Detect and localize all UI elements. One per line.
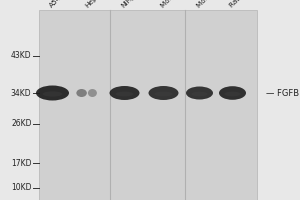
Text: Mouse kidney: Mouse kidney (159, 0, 199, 9)
Text: 26KD: 26KD (11, 119, 32, 129)
Text: A549: A549 (48, 0, 66, 9)
Text: 17KD: 17KD (11, 158, 32, 168)
Text: Mouse lung: Mouse lung (195, 0, 229, 9)
Ellipse shape (43, 91, 62, 97)
Ellipse shape (186, 86, 213, 99)
Text: 10KD: 10KD (11, 184, 32, 192)
Text: 34KD: 34KD (11, 88, 32, 98)
Text: 43KD: 43KD (11, 51, 32, 60)
Ellipse shape (116, 92, 134, 96)
Text: — FGFBP1: — FGFBP1 (266, 88, 300, 98)
Text: Rat brain: Rat brain (228, 0, 256, 9)
Text: HepG2: HepG2 (84, 0, 106, 9)
Ellipse shape (191, 92, 208, 96)
Ellipse shape (148, 86, 178, 100)
Text: NIH/3T3: NIH/3T3 (120, 0, 145, 9)
Ellipse shape (110, 86, 140, 100)
Ellipse shape (36, 86, 69, 100)
FancyBboxPatch shape (39, 10, 256, 200)
Ellipse shape (76, 89, 87, 97)
Ellipse shape (224, 92, 241, 96)
Ellipse shape (154, 92, 172, 96)
Ellipse shape (88, 89, 97, 97)
Ellipse shape (219, 86, 246, 100)
